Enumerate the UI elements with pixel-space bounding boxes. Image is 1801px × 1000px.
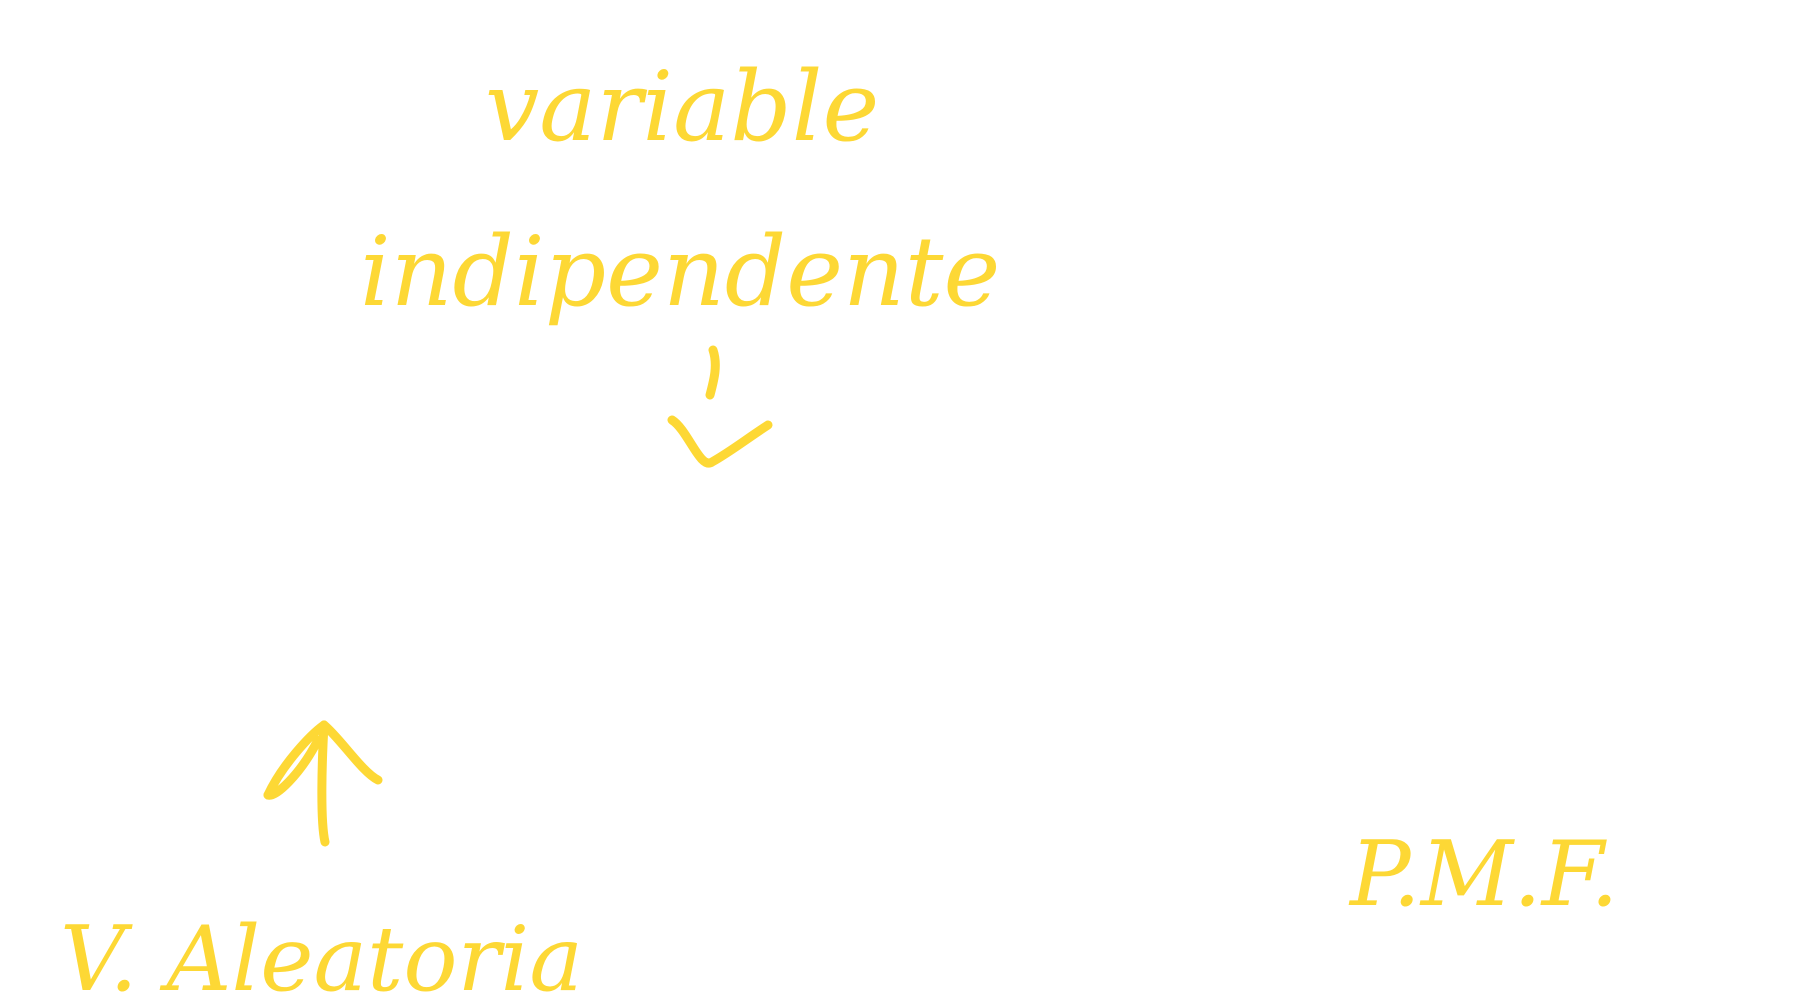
note-variable: variable xyxy=(485,51,879,163)
note-indipendente: indipendente xyxy=(360,216,1000,328)
up-arrow-icon xyxy=(263,720,383,847)
note-v-aleatoria: V. Aleatoria xyxy=(60,907,583,1000)
note-pmf: P.M.F. xyxy=(1348,822,1619,927)
down-arrow-icon xyxy=(667,345,773,468)
